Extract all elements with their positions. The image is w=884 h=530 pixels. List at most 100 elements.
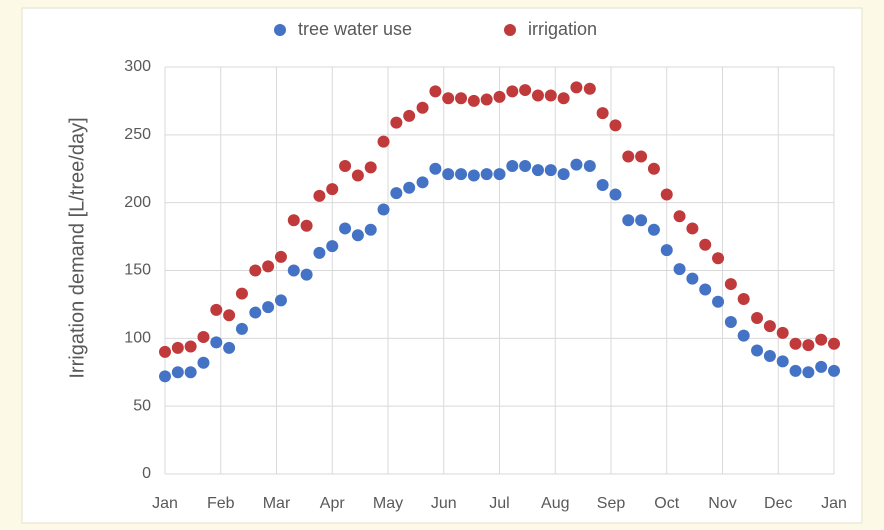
data-point — [828, 364, 840, 377]
data-point — [480, 168, 493, 181]
data-point — [403, 109, 416, 122]
x-tick-label: Apr — [320, 495, 346, 512]
data-point — [622, 214, 635, 227]
x-tick-label: Sep — [597, 495, 626, 512]
y-tick-label: 50 — [133, 397, 151, 414]
data-point — [506, 160, 519, 173]
data-point — [519, 160, 532, 173]
x-tick-label: Jan — [152, 495, 178, 512]
x-tick-label: Jun — [431, 495, 457, 512]
data-point — [647, 223, 660, 236]
data-point — [313, 246, 326, 259]
data-point — [776, 326, 789, 339]
data-point — [326, 183, 339, 196]
data-point — [635, 150, 648, 163]
data-point — [699, 238, 712, 251]
data-point — [300, 268, 313, 281]
data-point — [210, 336, 223, 349]
data-point — [262, 301, 275, 314]
data-point — [596, 179, 609, 192]
data-point — [686, 222, 699, 235]
data-point — [223, 309, 236, 322]
data-point — [235, 322, 248, 335]
data-point — [416, 176, 429, 189]
data-point — [197, 356, 210, 369]
data-point — [673, 263, 686, 276]
data-point — [802, 366, 815, 379]
data-point — [506, 85, 519, 98]
data-point — [467, 169, 480, 182]
data-point — [429, 85, 442, 98]
data-point — [724, 278, 737, 291]
data-point — [583, 160, 596, 173]
x-tick-label: Mar — [263, 495, 291, 512]
data-point — [828, 337, 840, 350]
data-point — [776, 355, 789, 368]
data-point — [339, 222, 352, 235]
data-point — [403, 181, 416, 194]
legend-marker — [504, 24, 516, 36]
data-point — [724, 316, 737, 329]
data-point — [287, 264, 300, 277]
data-point — [544, 89, 557, 102]
data-point — [622, 150, 635, 163]
y-tick-label: 200 — [124, 194, 151, 211]
data-point — [609, 119, 622, 132]
y-tick-label: 0 — [142, 465, 151, 482]
data-point — [635, 214, 648, 227]
data-point — [763, 349, 776, 362]
legend-label: irrigation — [528, 19, 597, 39]
data-point — [377, 203, 390, 216]
data-point — [609, 188, 622, 201]
x-tick-label: Feb — [207, 495, 235, 512]
data-point — [171, 366, 184, 379]
data-point — [686, 272, 699, 285]
data-point — [249, 306, 262, 319]
y-tick-label: 150 — [124, 262, 151, 279]
data-point — [300, 219, 313, 232]
data-point — [699, 283, 712, 296]
y-tick-label: 300 — [124, 58, 151, 75]
data-point — [249, 264, 262, 277]
data-point — [416, 101, 429, 114]
data-point — [339, 160, 352, 173]
data-point — [712, 252, 725, 265]
legend-marker — [274, 24, 286, 36]
data-point — [660, 188, 673, 201]
data-point — [390, 116, 403, 129]
data-point — [596, 107, 609, 120]
data-point — [531, 89, 544, 102]
data-point — [455, 92, 468, 105]
data-point — [815, 333, 828, 346]
x-tick-label: Aug — [541, 495, 569, 512]
y-tick-label: 250 — [124, 126, 151, 143]
data-point — [235, 287, 248, 300]
data-point — [287, 214, 300, 227]
data-point — [531, 164, 544, 177]
data-point — [557, 92, 570, 105]
data-point — [763, 320, 776, 333]
data-point — [223, 341, 236, 354]
data-point — [313, 189, 326, 202]
data-point — [364, 223, 377, 236]
data-point — [274, 250, 287, 263]
x-tick-label: Nov — [708, 495, 736, 512]
data-point — [171, 341, 184, 354]
data-point — [197, 330, 210, 343]
data-point — [737, 329, 750, 342]
data-point — [262, 260, 275, 273]
data-point — [274, 294, 287, 307]
data-point — [184, 340, 197, 353]
data-point — [455, 168, 468, 181]
data-point — [377, 135, 390, 148]
data-point — [184, 366, 197, 379]
x-tick-label: Jul — [489, 495, 509, 512]
data-point — [570, 158, 583, 171]
data-point — [390, 187, 403, 200]
data-point — [442, 92, 455, 105]
data-point — [493, 168, 506, 181]
data-point — [326, 240, 339, 253]
data-point — [737, 292, 750, 305]
data-point — [351, 169, 364, 182]
